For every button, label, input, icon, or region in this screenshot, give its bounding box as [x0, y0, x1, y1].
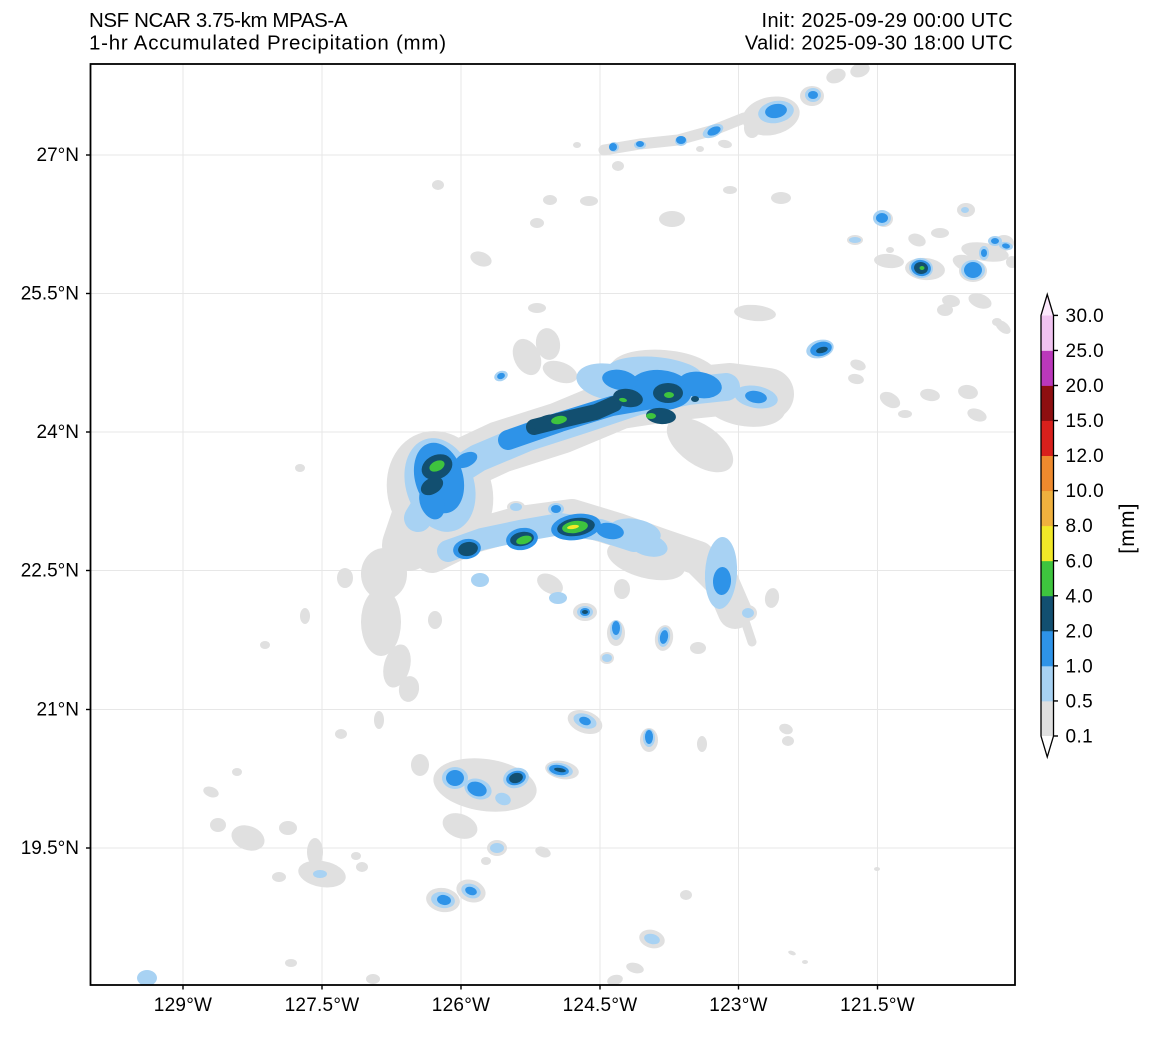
svg-text:0.5: 0.5 [1066, 691, 1094, 712]
svg-text:24°N: 24°N [37, 422, 79, 443]
svg-text:Init: 2025-09-29 00:00 UTC: Init: 2025-09-29 00:00 UTC [762, 10, 1013, 32]
svg-text:1-hr Accumulated Precipitation: 1-hr Accumulated Precipitation (mm) [89, 32, 447, 55]
svg-text:25.0: 25.0 [1066, 341, 1105, 362]
svg-text:1.0: 1.0 [1066, 656, 1094, 677]
svg-text:25.5°N: 25.5°N [21, 284, 79, 305]
svg-text:4.0: 4.0 [1066, 586, 1094, 607]
svg-text:30.0: 30.0 [1066, 306, 1105, 327]
svg-text:12.0: 12.0 [1066, 446, 1105, 467]
svg-text:NSF NCAR 3.75-km MPAS-A: NSF NCAR 3.75-km MPAS-A [89, 9, 348, 32]
svg-text:2.0: 2.0 [1066, 621, 1094, 642]
svg-text:127.5°W: 127.5°W [285, 995, 360, 1016]
svg-text:129°W: 129°W [154, 995, 212, 1016]
svg-text:121.5°W: 121.5°W [840, 995, 915, 1016]
svg-text:27°N: 27°N [37, 145, 79, 166]
svg-text:20.0: 20.0 [1066, 376, 1105, 397]
svg-text:126°W: 126°W [432, 995, 490, 1016]
svg-text:15.0: 15.0 [1066, 411, 1105, 432]
svg-text:124.5°W: 124.5°W [563, 995, 638, 1016]
svg-text:10.0: 10.0 [1066, 481, 1105, 502]
svg-text:0.1: 0.1 [1066, 727, 1094, 748]
svg-text:19.5°N: 19.5°N [21, 838, 79, 859]
svg-text:8.0: 8.0 [1066, 516, 1094, 537]
svg-text:123°W: 123°W [709, 995, 767, 1016]
svg-text:Valid: 2025-09-30 18:00 UTC: Valid: 2025-09-30 18:00 UTC [745, 33, 1013, 55]
svg-text:22.5°N: 22.5°N [21, 561, 79, 582]
svg-text:[mm]: [mm] [1116, 502, 1139, 553]
svg-text:21°N: 21°N [37, 700, 79, 721]
svg-text:6.0: 6.0 [1066, 551, 1094, 572]
